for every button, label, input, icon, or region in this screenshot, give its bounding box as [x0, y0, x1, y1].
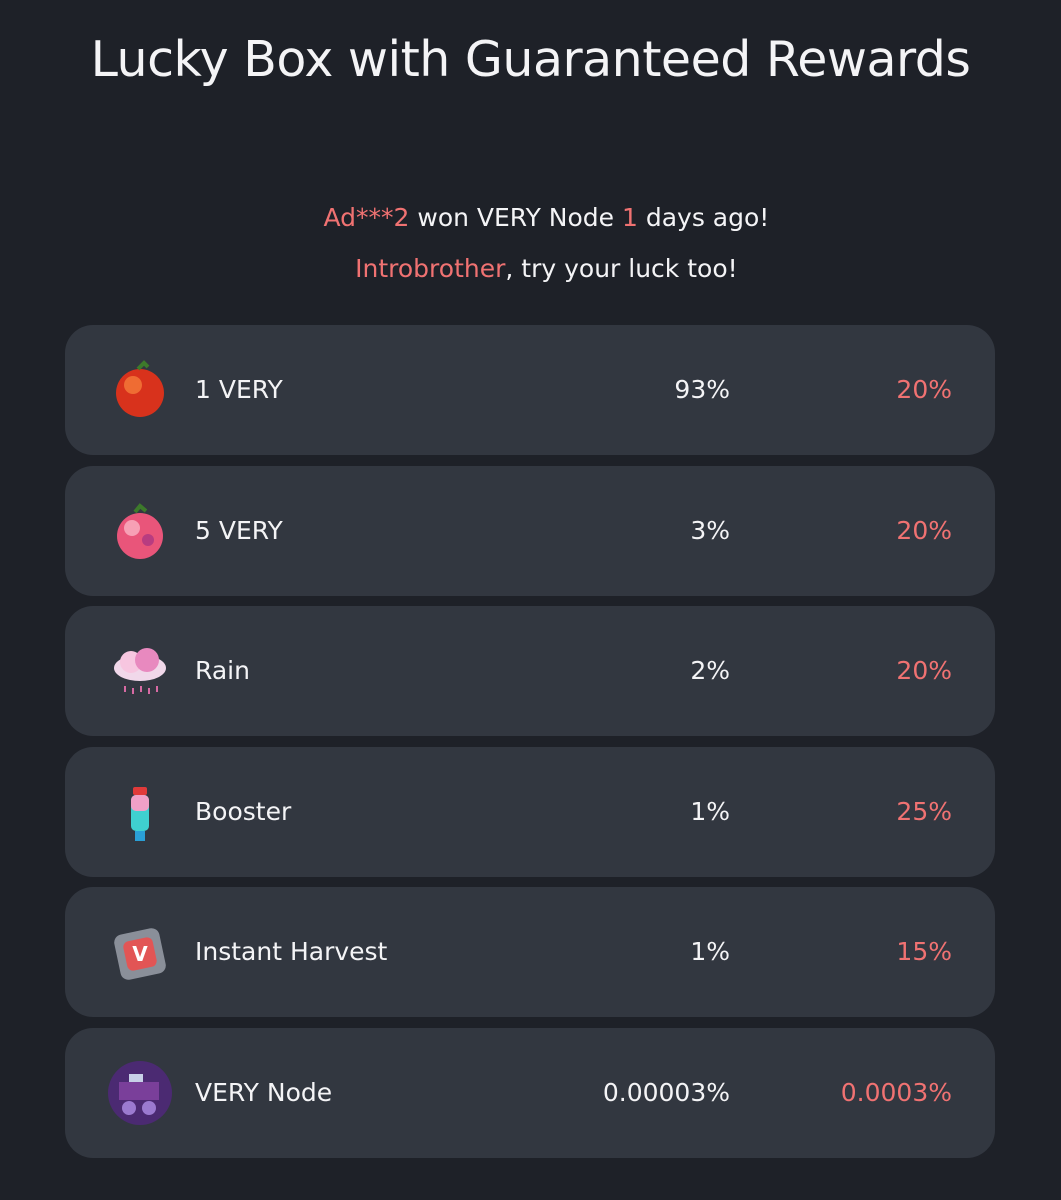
reward-icon: [116, 360, 164, 417]
winner-name: Ad***2: [323, 203, 410, 232]
user-name: Introbrother: [355, 254, 506, 283]
reward-row: 5 VERY 3% 20%: [65, 465, 995, 596]
reward-icon: [114, 648, 166, 695]
reward-icon: [117, 502, 163, 559]
announcement-text: won VERY Node: [409, 203, 622, 232]
reward-chance: 3%: [690, 515, 730, 545]
reward-bonus: 15%: [896, 937, 952, 967]
days-count: 1: [621, 203, 638, 232]
reward-row: Rain 2% 20%: [65, 606, 995, 737]
reward-name: VERY Node: [195, 1078, 333, 1107]
announcement-text: days ago!: [637, 203, 770, 232]
reward-icon: V: [114, 928, 166, 981]
reward-chance: 1%: [690, 796, 730, 826]
reward-icon: [131, 786, 149, 841]
reward-chance: 93%: [674, 375, 730, 404]
reward-bonus: 20%: [896, 515, 952, 545]
reward-chance: 0.00003%: [602, 1078, 730, 1107]
svg-text:V: V: [132, 942, 148, 966]
reward-row: V Instant Harvest 1% 15%: [65, 887, 995, 1018]
reward-name: 5 VERY: [195, 515, 283, 545]
announcement-line: Introbrother, try your luck too!: [0, 218, 1061, 320]
reward-icon: [108, 1061, 172, 1125]
reward-name: Rain: [195, 656, 250, 686]
announcement-text: , try your luck too!: [505, 254, 738, 283]
reward-bonus: 0.0003%: [840, 1078, 952, 1107]
reward-name: Instant Harvest: [195, 937, 388, 967]
page-title: Lucky Box with Guaranteed Rewards: [90, 31, 971, 88]
reward-bonus: 25%: [896, 796, 952, 826]
reward-row: Booster 1% 25%: [65, 746, 995, 877]
reward-chance: 1%: [690, 937, 730, 967]
reward-chance: 2%: [690, 656, 730, 686]
reward-name: Booster: [195, 796, 292, 826]
reward-bonus: 20%: [896, 656, 952, 686]
reward-name: 1 VERY: [195, 375, 283, 404]
reward-row: VERY Node 0.00003% 0.0003%: [65, 1028, 995, 1158]
announcement-line: Ad***2 won VERY Node 1 days ago!: [0, 167, 1061, 269]
reward-row: 1 VERY 93% 20%: [65, 325, 995, 455]
reward-bonus: 20%: [896, 375, 952, 404]
